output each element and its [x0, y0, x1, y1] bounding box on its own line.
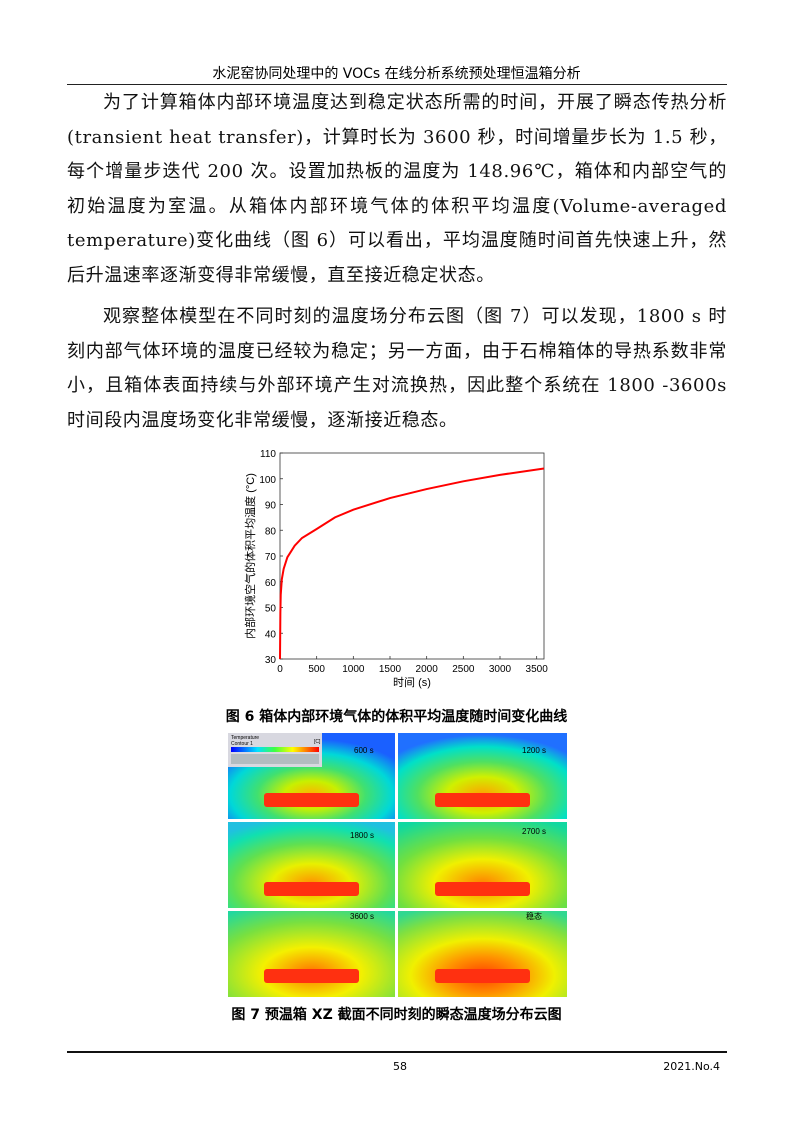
contour-legend: Temperature Contour 1 [C] [228, 733, 322, 767]
legend-unit: [C] [314, 739, 321, 745]
panel-label: 1200 s [522, 746, 546, 755]
panel-label: 2700 s [522, 827, 546, 836]
panel: 1200 s [398, 733, 567, 819]
panel-label: 1800 s [350, 831, 374, 840]
temperature-contours: 600 s 1200 s 1800 s 2700 s 3600 s 稳态 Tem… [228, 733, 567, 997]
y-tick-label: 70 [265, 552, 277, 563]
plot-frame [279, 452, 545, 660]
y-axis-label: 内部环境空气的体积平均温度 (°C) [243, 473, 257, 639]
x-tick-label: 0 [277, 664, 283, 675]
y-tick-label: 50 [265, 604, 277, 615]
y-tick-label: 100 [259, 475, 276, 486]
x-tick-label: 3000 [489, 664, 512, 675]
x-tick-label: 1500 [379, 664, 402, 675]
figure-caption: 图 6 箱体内部环境气体的体积平均温度随时间变化曲线 [225, 709, 568, 725]
panel: 3600 s [228, 911, 395, 997]
x-tick-label: 2500 [452, 664, 475, 675]
footer-rule [67, 1051, 727, 1053]
panel: 稳态 [398, 911, 567, 997]
y-tick-label: 110 [260, 449, 276, 460]
y-tick-label: 90 [265, 501, 277, 512]
x-tick-label: 2000 [416, 664, 439, 675]
header-rule [67, 84, 727, 85]
x-tick-label: 1000 [342, 664, 365, 675]
x-tick-label: 500 [308, 664, 325, 675]
panel: 2700 s [398, 822, 567, 908]
paragraph: 为了计算箱体内部环境温度达到稳定状态所需的时间，开展了瞬态传热分析(transi… [67, 92, 727, 286]
legend-title: Temperature [231, 735, 259, 741]
y-tick-label: 30 [265, 655, 277, 666]
issue: 2021.No.4 [663, 1060, 720, 1073]
panel-label: 600 s [354, 746, 374, 755]
y-tick-label: 40 [265, 629, 277, 640]
panel: 1800 s [228, 822, 395, 908]
panel-label: 3600 s [350, 912, 374, 921]
running-header: 水泥窑协同处理中的 VOCs 在线分析系统预处理恒温箱分析 [212, 66, 581, 82]
x-tick-label: 3500 [526, 664, 549, 675]
line [279, 467, 545, 660]
x-axis-label: 时间 (s) [393, 676, 431, 689]
figure-caption: 图 7 预温箱 XZ 截面不同时刻的瞬态温度场分布云图 [231, 1007, 562, 1023]
paragraph: 观察整体模型在不同时刻的温度场分布云图（图 7）可以发现，1800 s 时刻内部… [67, 306, 727, 431]
legend-subtitle: Contour 1 [231, 741, 253, 747]
chart: 时间 (s) 内部环境空气的体积平均温度 (°C) 30 40 50 60 70 80 90… [243, 449, 549, 689]
y-tick-label: 80 [265, 526, 277, 537]
panel-label: 稳态 [526, 911, 542, 921]
y-tick-label: 60 [265, 578, 277, 589]
page-number: 58 [393, 1060, 407, 1073]
